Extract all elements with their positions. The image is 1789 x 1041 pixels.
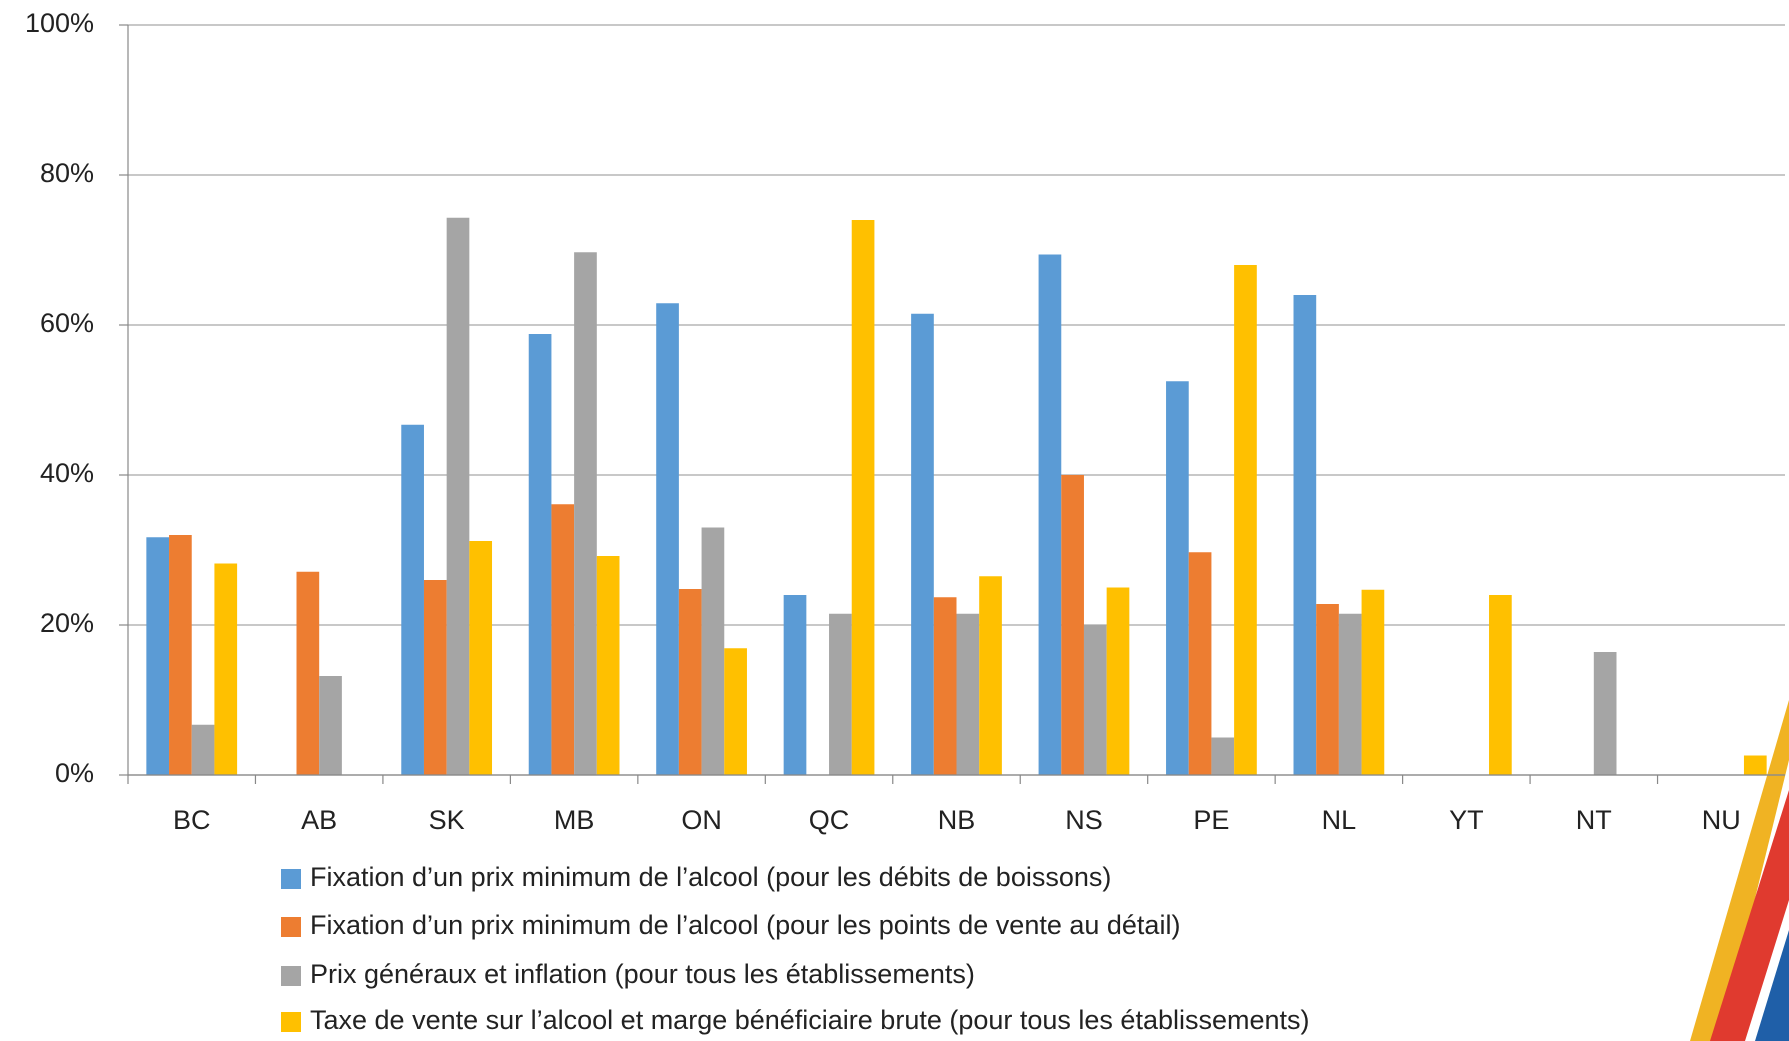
- bar: [852, 220, 875, 775]
- x-tick-label: YT: [1449, 805, 1484, 835]
- bar: [424, 580, 447, 775]
- bar: [1744, 756, 1767, 776]
- bar: [934, 597, 957, 775]
- bar: [957, 614, 980, 775]
- x-tick-label: NB: [938, 805, 976, 835]
- bar: [784, 595, 807, 775]
- bar: [574, 252, 597, 775]
- bar: [297, 572, 320, 775]
- legend-swatch: [281, 869, 301, 889]
- x-tick-label: QC: [809, 805, 850, 835]
- bar: [1594, 652, 1617, 775]
- bar: [1489, 595, 1512, 775]
- bar: [529, 334, 552, 775]
- bar: [551, 504, 574, 775]
- bar: [319, 676, 342, 775]
- legend-swatch: [281, 917, 301, 937]
- legend-label: Prix généraux et inflation (pour tous le…: [310, 959, 975, 989]
- y-tick-label: 60%: [40, 308, 94, 338]
- bar: [1107, 588, 1130, 776]
- bar: [469, 541, 492, 775]
- bar: [1339, 614, 1362, 775]
- bar: [597, 556, 620, 775]
- x-tick-label: AB: [301, 805, 337, 835]
- legend-swatch: [281, 966, 301, 986]
- bar: [169, 535, 192, 775]
- bar: [829, 614, 852, 775]
- bar: [1294, 295, 1317, 775]
- x-tick-label: NT: [1576, 805, 1612, 835]
- bar: [447, 218, 470, 775]
- chart: 0% 20% 40% 60% 80% 100% BC AB SK MB ON QC NB NS PE NL YT…: [0, 0, 1789, 1041]
- y-tick-label: 80%: [40, 158, 94, 188]
- x-tick-label: NU: [1702, 805, 1741, 835]
- y-tick-label: 20%: [40, 608, 94, 638]
- bar: [911, 314, 934, 775]
- bar: [192, 725, 215, 775]
- x-tick-label: BC: [173, 805, 211, 835]
- y-tick-label: 100%: [25, 8, 94, 38]
- bar: [1316, 604, 1339, 775]
- bar: [146, 537, 169, 775]
- bar: [702, 528, 725, 776]
- legend-label: Fixation d’un prix minimum de l’alcool (…: [310, 910, 1180, 940]
- bar: [1362, 590, 1385, 775]
- bar: [401, 425, 424, 775]
- legend-swatch: [281, 1012, 301, 1032]
- page: {"chart_data": {"type": "bar", "categori…: [0, 0, 1789, 1041]
- bar: [1211, 738, 1234, 776]
- bar: [679, 589, 702, 775]
- x-tick-label: MB: [554, 805, 595, 835]
- legend-label: Taxe de vente sur l’alcool et marge béné…: [310, 1005, 1310, 1035]
- bar: [979, 576, 1002, 775]
- y-tick-label: 40%: [40, 458, 94, 488]
- bar: [1166, 381, 1189, 775]
- x-tick-label: SK: [429, 805, 465, 835]
- x-tick-label: ON: [681, 805, 722, 835]
- bar: [1039, 255, 1062, 776]
- legend-label: Fixation d’un prix minimum de l’alcool (…: [310, 862, 1111, 892]
- bar: [1234, 265, 1257, 775]
- x-tick-label: PE: [1193, 805, 1229, 835]
- x-tick-label: NS: [1065, 805, 1103, 835]
- bar: [656, 303, 679, 775]
- bar: [1084, 625, 1107, 775]
- bar: [724, 648, 747, 775]
- y-tick-label: 0%: [55, 758, 94, 788]
- bar: [1061, 475, 1084, 775]
- x-tick-label: NL: [1322, 805, 1357, 835]
- bar: [1189, 552, 1212, 775]
- bar: [214, 564, 237, 776]
